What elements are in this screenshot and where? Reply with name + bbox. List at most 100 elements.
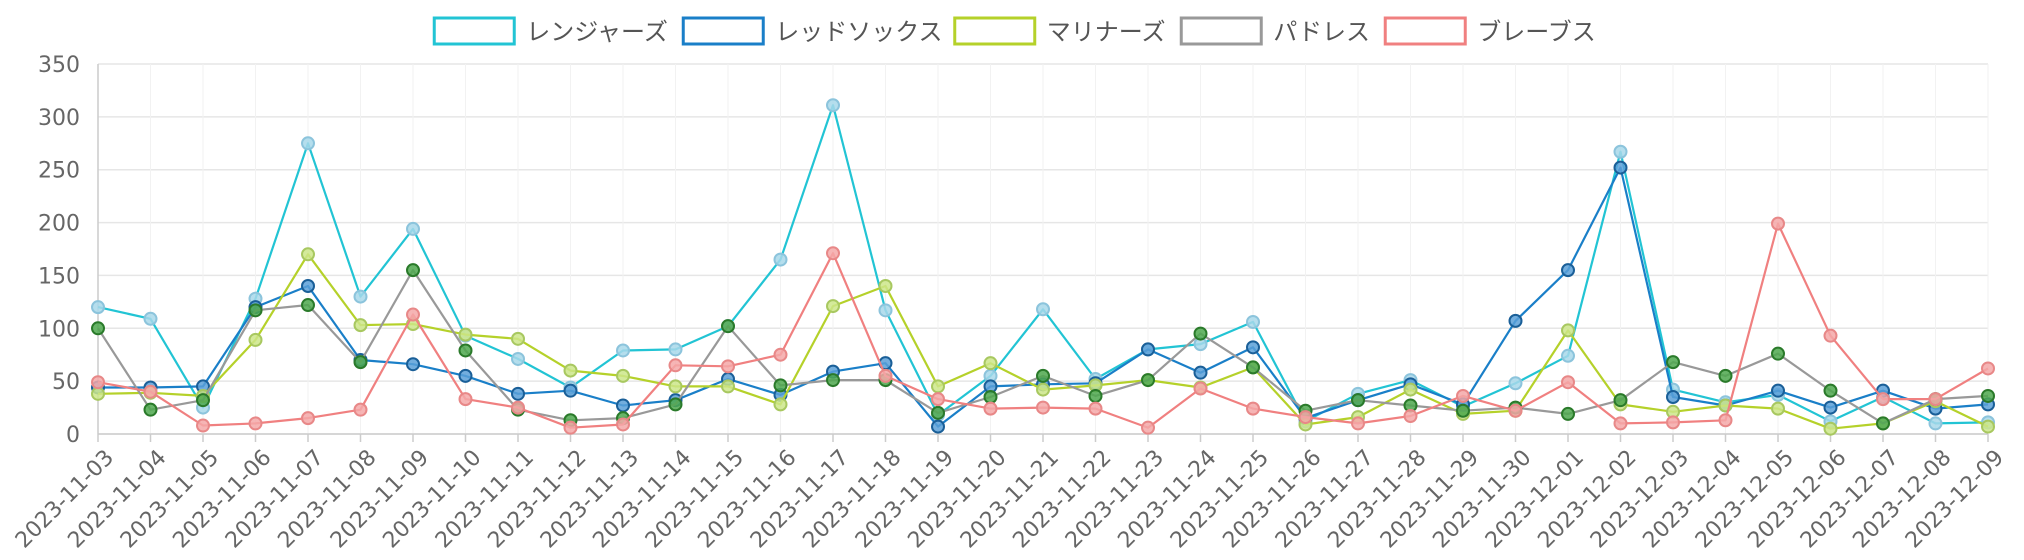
data-point[interactable] [1036,302,1050,317]
data-point[interactable] [1771,216,1785,231]
data-point[interactable] [1403,409,1418,424]
data-point[interactable] [931,419,945,434]
data-point[interactable] [458,392,473,407]
data-point[interactable] [1351,393,1365,408]
legend-item[interactable]: マリナーズ [953,16,1166,46]
data-point[interactable] [931,392,945,407]
data-point[interactable] [1508,313,1523,328]
data-point[interactable] [1246,360,1260,375]
data-point[interactable] [1508,403,1523,418]
data-point[interactable] [143,311,158,326]
data-point[interactable] [878,279,893,293]
data-point[interactable] [1298,410,1313,425]
data-point[interactable] [301,411,315,426]
data-point[interactable] [406,221,420,236]
data-point[interactable] [511,351,525,366]
data-point[interactable] [616,368,630,383]
data-point[interactable] [1876,416,1890,431]
data-point[interactable] [1088,401,1103,416]
data-point[interactable] [983,356,998,371]
legend-item[interactable]: レンジャーズ [432,16,668,46]
data-point[interactable] [1981,388,1995,403]
data-point[interactable] [458,327,473,342]
data-point[interactable] [1823,328,1838,343]
data-point[interactable] [511,386,525,401]
data-point[interactable] [1561,348,1575,363]
data-point[interactable] [1666,390,1680,404]
data-point[interactable] [1561,375,1575,390]
data-point[interactable] [91,386,105,401]
data-point[interactable] [458,368,473,383]
data-point[interactable] [668,342,683,357]
data-point[interactable] [91,300,105,315]
data-point[interactable] [826,373,840,388]
data-point[interactable] [1613,393,1628,408]
data-point[interactable] [1666,355,1680,370]
data-point[interactable] [773,252,788,267]
data-point[interactable] [1351,416,1365,431]
data-point[interactable] [1666,415,1680,430]
data-point[interactable] [773,347,788,362]
data-point[interactable] [1193,326,1208,341]
data-point[interactable] [826,98,840,113]
data-point[interactable] [196,393,210,408]
data-point[interactable] [1088,388,1103,403]
data-point[interactable] [353,355,368,370]
data-point[interactable] [721,359,735,374]
data-point[interactable] [248,416,263,431]
data-point[interactable] [406,357,420,372]
data-point[interactable] [1823,400,1838,415]
data-point[interactable] [1508,376,1523,391]
data-point[interactable] [668,379,683,394]
data-point[interactable] [1246,340,1260,355]
data-point[interactable] [301,136,315,151]
data-point[interactable] [931,379,945,394]
legend-item[interactable]: パドレス [1179,16,1370,46]
data-point[interactable] [1561,406,1575,421]
data-point[interactable] [1771,346,1785,361]
data-point[interactable] [1928,392,1943,407]
data-point[interactable] [563,420,578,435]
data-point[interactable] [1771,383,1785,398]
legend-item[interactable]: レッドソックス [681,16,943,46]
data-point[interactable] [1193,365,1208,380]
data-point[interactable] [301,298,315,313]
data-point[interactable] [196,418,210,433]
data-point[interactable] [668,397,683,412]
data-point[interactable] [1036,382,1050,397]
data-point[interactable] [878,368,893,383]
data-point[interactable] [983,401,998,416]
data-point[interactable] [616,398,630,413]
data-point[interactable] [1718,413,1733,428]
data-point[interactable] [1141,342,1155,357]
legend-item[interactable]: ブレーブス [1383,16,1596,46]
data-point[interactable] [511,331,525,346]
data-point[interactable] [1036,368,1050,383]
data-point[interactable] [1613,144,1628,159]
data-point[interactable] [353,402,368,417]
data-point[interactable] [1193,381,1208,396]
data-point[interactable] [1981,419,1995,434]
data-point[interactable] [248,332,263,347]
data-point[interactable] [1141,373,1155,388]
data-point[interactable] [1246,314,1260,329]
data-point[interactable] [406,307,420,322]
data-point[interactable] [91,321,105,336]
data-point[interactable] [511,400,525,415]
data-point[interactable] [1823,421,1838,436]
data-point[interactable] [353,289,368,304]
data-point[interactable] [1141,420,1155,435]
data-point[interactable] [91,375,105,390]
data-point[interactable] [563,383,578,398]
data-point[interactable] [1613,416,1628,431]
data-point[interactable] [1403,382,1418,397]
data-point[interactable] [1928,416,1943,431]
data-point[interactable] [1456,403,1470,418]
data-point[interactable] [248,303,263,318]
data-point[interactable] [616,417,630,432]
data-point[interactable] [773,397,788,412]
data-point[interactable] [406,263,420,278]
data-point[interactable] [826,299,840,314]
data-point[interactable] [826,246,840,261]
data-point[interactable] [773,378,788,393]
